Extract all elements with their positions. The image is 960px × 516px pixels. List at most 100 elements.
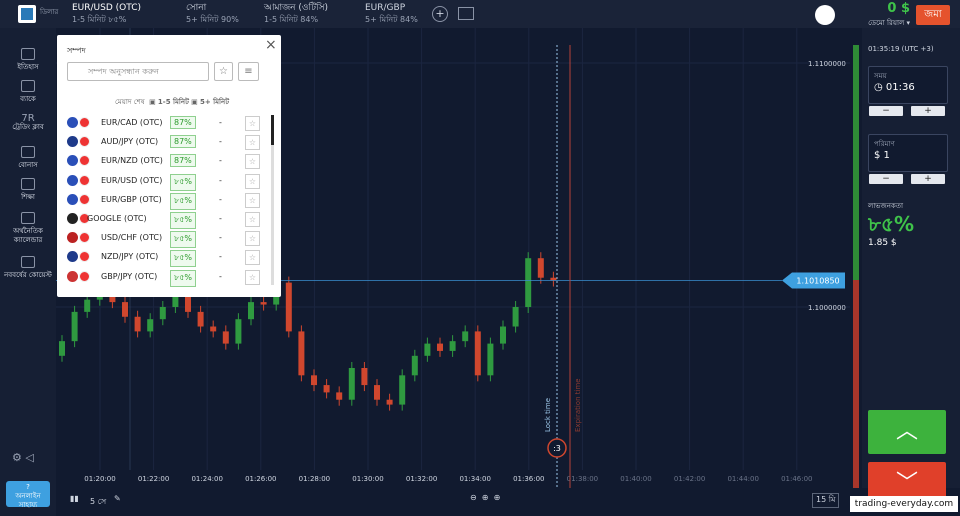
favorite[interactable]: ☆ [245, 250, 260, 266]
change: - [219, 252, 222, 262]
asset-row[interactable]: GBP/JPY (OTC) ৮৫% - ☆ [65, 268, 265, 287]
help-button[interactable]: ? অনলাইন সাহায্য [6, 481, 50, 509]
time-tick-label: 01:32:00 [406, 475, 437, 483]
sidebar-item[interactable]: নববর্ষের কোয়েস্ট [2, 256, 54, 280]
candle [411, 355, 418, 376]
avatar[interactable] [815, 5, 835, 25]
chart-type[interactable]: ▮▮ [70, 494, 79, 503]
sidebar-item[interactable]: ইতিহাস [2, 48, 54, 72]
time-tick-label: 01:42:00 [674, 475, 705, 483]
favorite[interactable]: ☆ [245, 269, 260, 285]
timeframe[interactable]: 5 সে [90, 497, 107, 506]
time-plus[interactable]: + [911, 106, 945, 116]
candle [437, 343, 443, 351]
time-tick-label: 01:26:00 [245, 475, 276, 483]
sidebar-item[interactable]: শিক্ষা [2, 178, 54, 202]
asset-row[interactable]: EUR/GBP (OTC) ৮৫% - ☆ [65, 191, 265, 210]
sidebar-label: ট্রেডিং ক্লাব [12, 123, 44, 131]
sidebar-item[interactable]: অর্থনৈতিক ক্যালেন্ডার [2, 212, 54, 245]
expiration-label: Expiration time [574, 378, 582, 432]
favorite[interactable]: ☆ [245, 154, 260, 170]
candle [311, 375, 317, 386]
tab-detail: 5+ মিনিট 90% [186, 15, 239, 24]
zoom-level[interactable]: 15 মি [812, 493, 840, 508]
balance: 0 $ [887, 1, 910, 16]
price-tick-label: 1.1100000 [808, 60, 846, 68]
asset-tab[interactable]: EUR/USD (OTC) 1-5 মিনিট ৮৫% [72, 2, 141, 26]
zoom-controls[interactable]: ⊖ ⊕ ⊕ [470, 493, 501, 502]
sidebar-item[interactable]: 7R ট্রেডিং ক্লাব [2, 114, 54, 132]
asset-row[interactable]: AUD/JPY (OTC) 87% - ☆ [65, 133, 265, 152]
asset-row[interactable]: USD/CHF (OTC) ৮৫% - ☆ [65, 229, 265, 249]
settings-icons[interactable]: ⚙ ◁ [12, 451, 34, 464]
current-price-label: 1.1010850 [796, 277, 839, 286]
asset-name: EUR/USD (OTC) [101, 175, 163, 185]
asset-tab[interactable]: আমাজন (ওটিসি) 1-5 মিনিট 84% [264, 2, 328, 26]
asset-name: EUR/GBP (OTC) [101, 194, 162, 204]
close-button[interactable]: × [265, 37, 277, 53]
sidebar: ইতিহাস ব্যাকে 7R ট্রেডিং ক্লাব বোনাস শিক্ষা অর… [0, 28, 56, 516]
asset-name: GOOGLE (OTC) [87, 214, 147, 223]
sidebar-item[interactable]: ব্যাকে [2, 80, 54, 104]
change: - [219, 194, 222, 204]
asset-panel: সম্পদ × সম্পদ অনুসন্ধান করুন ☆ ≡ মেয়াদ … [57, 35, 281, 297]
payout: 87% [170, 135, 196, 149]
time-box[interactable]: সময় ◷ 01:36 [868, 66, 948, 104]
amount-minus[interactable]: − [869, 174, 903, 184]
tab-detail: 1-5 মিনিট 84% [264, 15, 319, 24]
account-type[interactable]: ডেমো রিয়াল ▾ [868, 19, 910, 27]
asset-tab[interactable]: EUR/GBP 5+ মিনিট 84% [365, 2, 418, 26]
time-minus[interactable]: − [869, 106, 903, 116]
favorite[interactable]: ☆ [245, 173, 260, 189]
asset-row[interactable]: EUR/USD (OTC) ৮৫% - ☆ [65, 172, 265, 191]
asset-name: NZD/JPY (OTC) [101, 252, 159, 262]
asset-name: EUR/NZD (OTC) [101, 156, 163, 166]
flag [79, 251, 90, 263]
favorite[interactable]: ☆ [245, 231, 260, 247]
time-tick-label: 01:46:00 [781, 475, 812, 483]
filter-button[interactable]: ≡ [238, 62, 259, 81]
add-tab[interactable]: + [432, 6, 448, 22]
icon [21, 48, 35, 60]
icon [21, 256, 35, 268]
layout-button[interactable] [458, 7, 474, 20]
time-tick-label: 01:38:00 [567, 475, 598, 483]
change: - [219, 156, 222, 166]
favorite[interactable]: ☆ [245, 192, 260, 208]
candle [374, 385, 380, 400]
asset-row[interactable]: NZD/JPY (OTC) ৮৫% - ☆ [65, 248, 265, 268]
filter[interactable]: 1-5 মিনিট [157, 98, 189, 106]
payout: ৮৫% [170, 192, 196, 210]
profit-percent: ৮৫% [868, 212, 914, 236]
deposit-button[interactable]: জমা [916, 5, 950, 25]
candle [210, 326, 217, 332]
help-label: অনলাইন সাহায্য [15, 492, 41, 509]
flag [67, 117, 78, 128]
time-tick-label: 01:44:00 [727, 475, 758, 483]
search-box[interactable]: সম্পদ অনুসন্ধান করুন [67, 62, 209, 81]
filter[interactable]: 5+ মিনিট [199, 98, 230, 106]
sidebar-label: ব্যাকে [20, 95, 36, 103]
favorite[interactable]: ☆ [245, 135, 260, 151]
asset-row[interactable]: EUR/NZD (OTC) 87% - ☆ [65, 152, 265, 171]
payout: ৮৫% [170, 250, 196, 268]
asset-row[interactable]: EUR/CAD (OTC) 87% - ☆ [65, 114, 265, 133]
payout: ৮৫% [170, 173, 196, 191]
icon [21, 178, 35, 190]
flag [67, 232, 78, 244]
favorite[interactable]: ☆ [245, 116, 260, 131]
change: - [219, 137, 222, 147]
favorite[interactable]: ☆ [245, 212, 260, 227]
time-tick-label: 01:22:00 [138, 475, 169, 483]
asset-row[interactable]: GOOGLE (OTC) ৮৫% - ☆ [65, 210, 265, 229]
flag [67, 155, 78, 167]
amount-plus[interactable]: + [911, 174, 945, 184]
up-button[interactable]: ︿ [868, 410, 946, 454]
asset-tab[interactable]: সোনা 5+ মিনিট 90% [186, 2, 239, 26]
sidebar-item[interactable]: বোনাস [2, 146, 54, 170]
draw-tool[interactable]: ✎ [114, 494, 121, 503]
amount-box[interactable]: পরিমাণ $ 1 [868, 134, 948, 172]
favorites-button[interactable]: ☆ [214, 62, 233, 81]
sidebar-label: ইতিহাস [17, 63, 39, 71]
